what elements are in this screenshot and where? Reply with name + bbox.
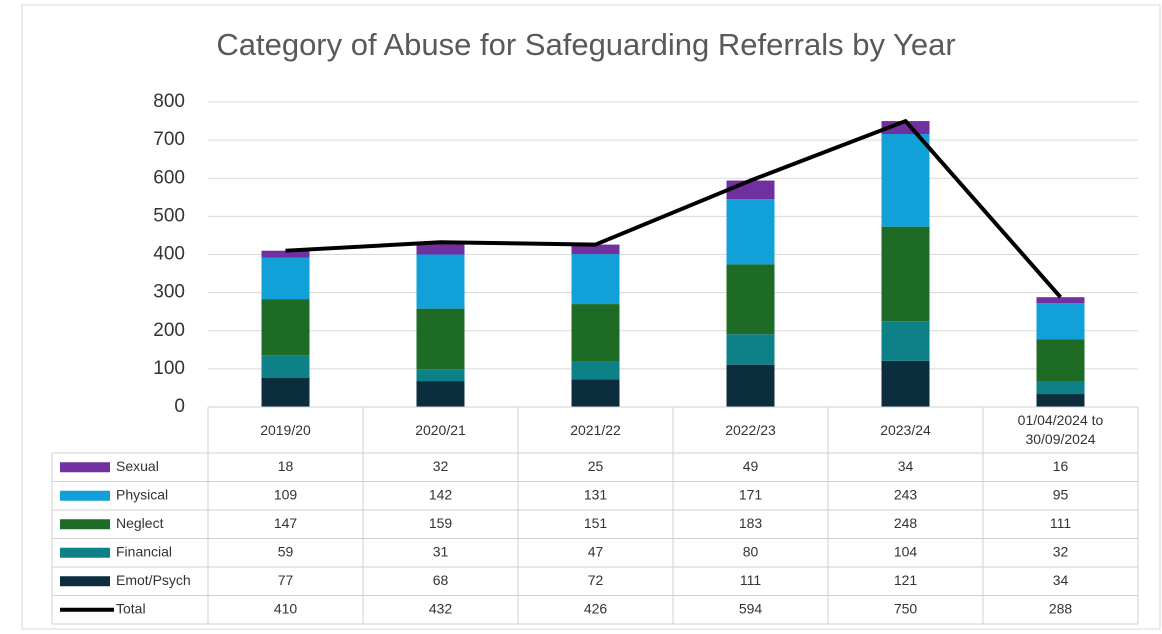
table-value: 25 <box>588 458 604 474</box>
bar-segment <box>261 257 310 300</box>
bar-segment <box>261 355 310 378</box>
table-value: 47 <box>588 543 604 559</box>
table-value: 288 <box>1049 600 1073 616</box>
table-value: 104 <box>894 543 918 559</box>
table-value: 95 <box>1053 486 1069 502</box>
legend-key <box>60 490 110 501</box>
bar-segment <box>416 254 465 309</box>
y-tick-label: 0 <box>174 396 185 417</box>
bar-segment <box>1036 339 1085 382</box>
y-tick-label: 800 <box>153 91 185 112</box>
bar-segment <box>881 321 930 361</box>
y-tick-label: 500 <box>153 205 185 226</box>
legend-label: Physical <box>116 486 168 502</box>
table-value: 131 <box>584 486 608 502</box>
table-value: 18 <box>278 458 294 474</box>
table-value: 111 <box>1050 515 1071 531</box>
total-line <box>285 119 1063 299</box>
legend-label: Emot/Psych <box>116 572 191 588</box>
chart-title: Category of Abuse for Safeguarding Refer… <box>216 27 955 62</box>
table-value: 594 <box>739 600 763 616</box>
x-tick-label: 2023/24 <box>880 421 931 438</box>
table-value: 159 <box>429 515 453 531</box>
bar-segment <box>571 379 620 407</box>
table-value: 750 <box>894 600 918 616</box>
legend-key <box>60 462 110 473</box>
bar-segment <box>571 244 620 255</box>
y-tick-label: 100 <box>153 358 185 379</box>
bar-segment <box>1036 297 1085 304</box>
bar-segment <box>261 377 310 407</box>
x-tick-label: 2022/23 <box>725 421 776 438</box>
bar-segment <box>726 334 775 365</box>
table-value: 151 <box>584 515 608 531</box>
bar-segment <box>571 304 620 362</box>
bar-segment <box>726 199 775 265</box>
legend-label: Total <box>116 600 146 616</box>
table-value: 248 <box>894 515 918 531</box>
bar-segment <box>881 360 930 407</box>
bar-segment <box>416 381 465 407</box>
table-value: 32 <box>1053 543 1069 559</box>
table-value: 49 <box>743 458 759 474</box>
bar-segment <box>261 299 310 356</box>
table-value: 80 <box>743 543 759 559</box>
bar-segment <box>1036 381 1085 395</box>
table-value: 31 <box>433 543 449 559</box>
bar-segment <box>571 361 620 380</box>
table-value: 183 <box>739 515 763 531</box>
y-tick-label: 300 <box>153 282 185 303</box>
table-value: 34 <box>898 458 914 474</box>
x-tick-label: 2019/20 <box>260 421 311 438</box>
bar-segment <box>726 180 775 200</box>
table-value: 16 <box>1053 458 1069 474</box>
legend-label: Neglect <box>116 515 164 531</box>
table-value: 59 <box>278 543 294 559</box>
bar-segment <box>726 264 775 335</box>
table-value: 68 <box>433 572 449 588</box>
table-value: 109 <box>274 486 298 502</box>
legend-key <box>60 576 110 587</box>
bar-segment <box>416 369 465 382</box>
bar-segment <box>726 364 775 407</box>
bar-segment <box>416 242 465 255</box>
table-value: 432 <box>429 600 453 616</box>
table-value: 142 <box>429 486 453 502</box>
legend-label: Financial <box>116 543 172 559</box>
table-value: 243 <box>894 486 918 502</box>
x-tick-label: 2021/22 <box>570 421 621 438</box>
table-value: 147 <box>274 515 298 531</box>
table-value: 426 <box>584 600 608 616</box>
table-value: 77 <box>278 572 294 588</box>
table-value: 111 <box>740 572 761 588</box>
bar-segment <box>1036 303 1085 340</box>
bar-segment <box>1036 394 1085 407</box>
legend-key <box>60 519 110 530</box>
bar-segment <box>881 226 930 322</box>
legend-key <box>60 547 110 558</box>
bar-segment <box>416 308 465 370</box>
y-tick-label: 400 <box>153 244 185 265</box>
table-value: 72 <box>588 572 604 588</box>
x-tick-label: 01/04/2024 to 30/09/2024 <box>1017 412 1104 447</box>
y-tick-label: 600 <box>153 167 185 188</box>
x-tick-label: 2020/21 <box>415 421 466 438</box>
table-value: 34 <box>1053 572 1069 588</box>
legend-label: Sexual <box>116 458 159 474</box>
bar-segment <box>261 250 310 258</box>
y-tick-label: 200 <box>153 320 185 341</box>
bar-segment <box>571 254 620 305</box>
table-value: 171 <box>739 486 763 502</box>
bar-segment <box>881 134 930 227</box>
table-value: 121 <box>894 572 918 588</box>
y-tick-label: 700 <box>153 129 185 150</box>
table-value: 410 <box>274 600 298 616</box>
table-value: 32 <box>433 458 449 474</box>
